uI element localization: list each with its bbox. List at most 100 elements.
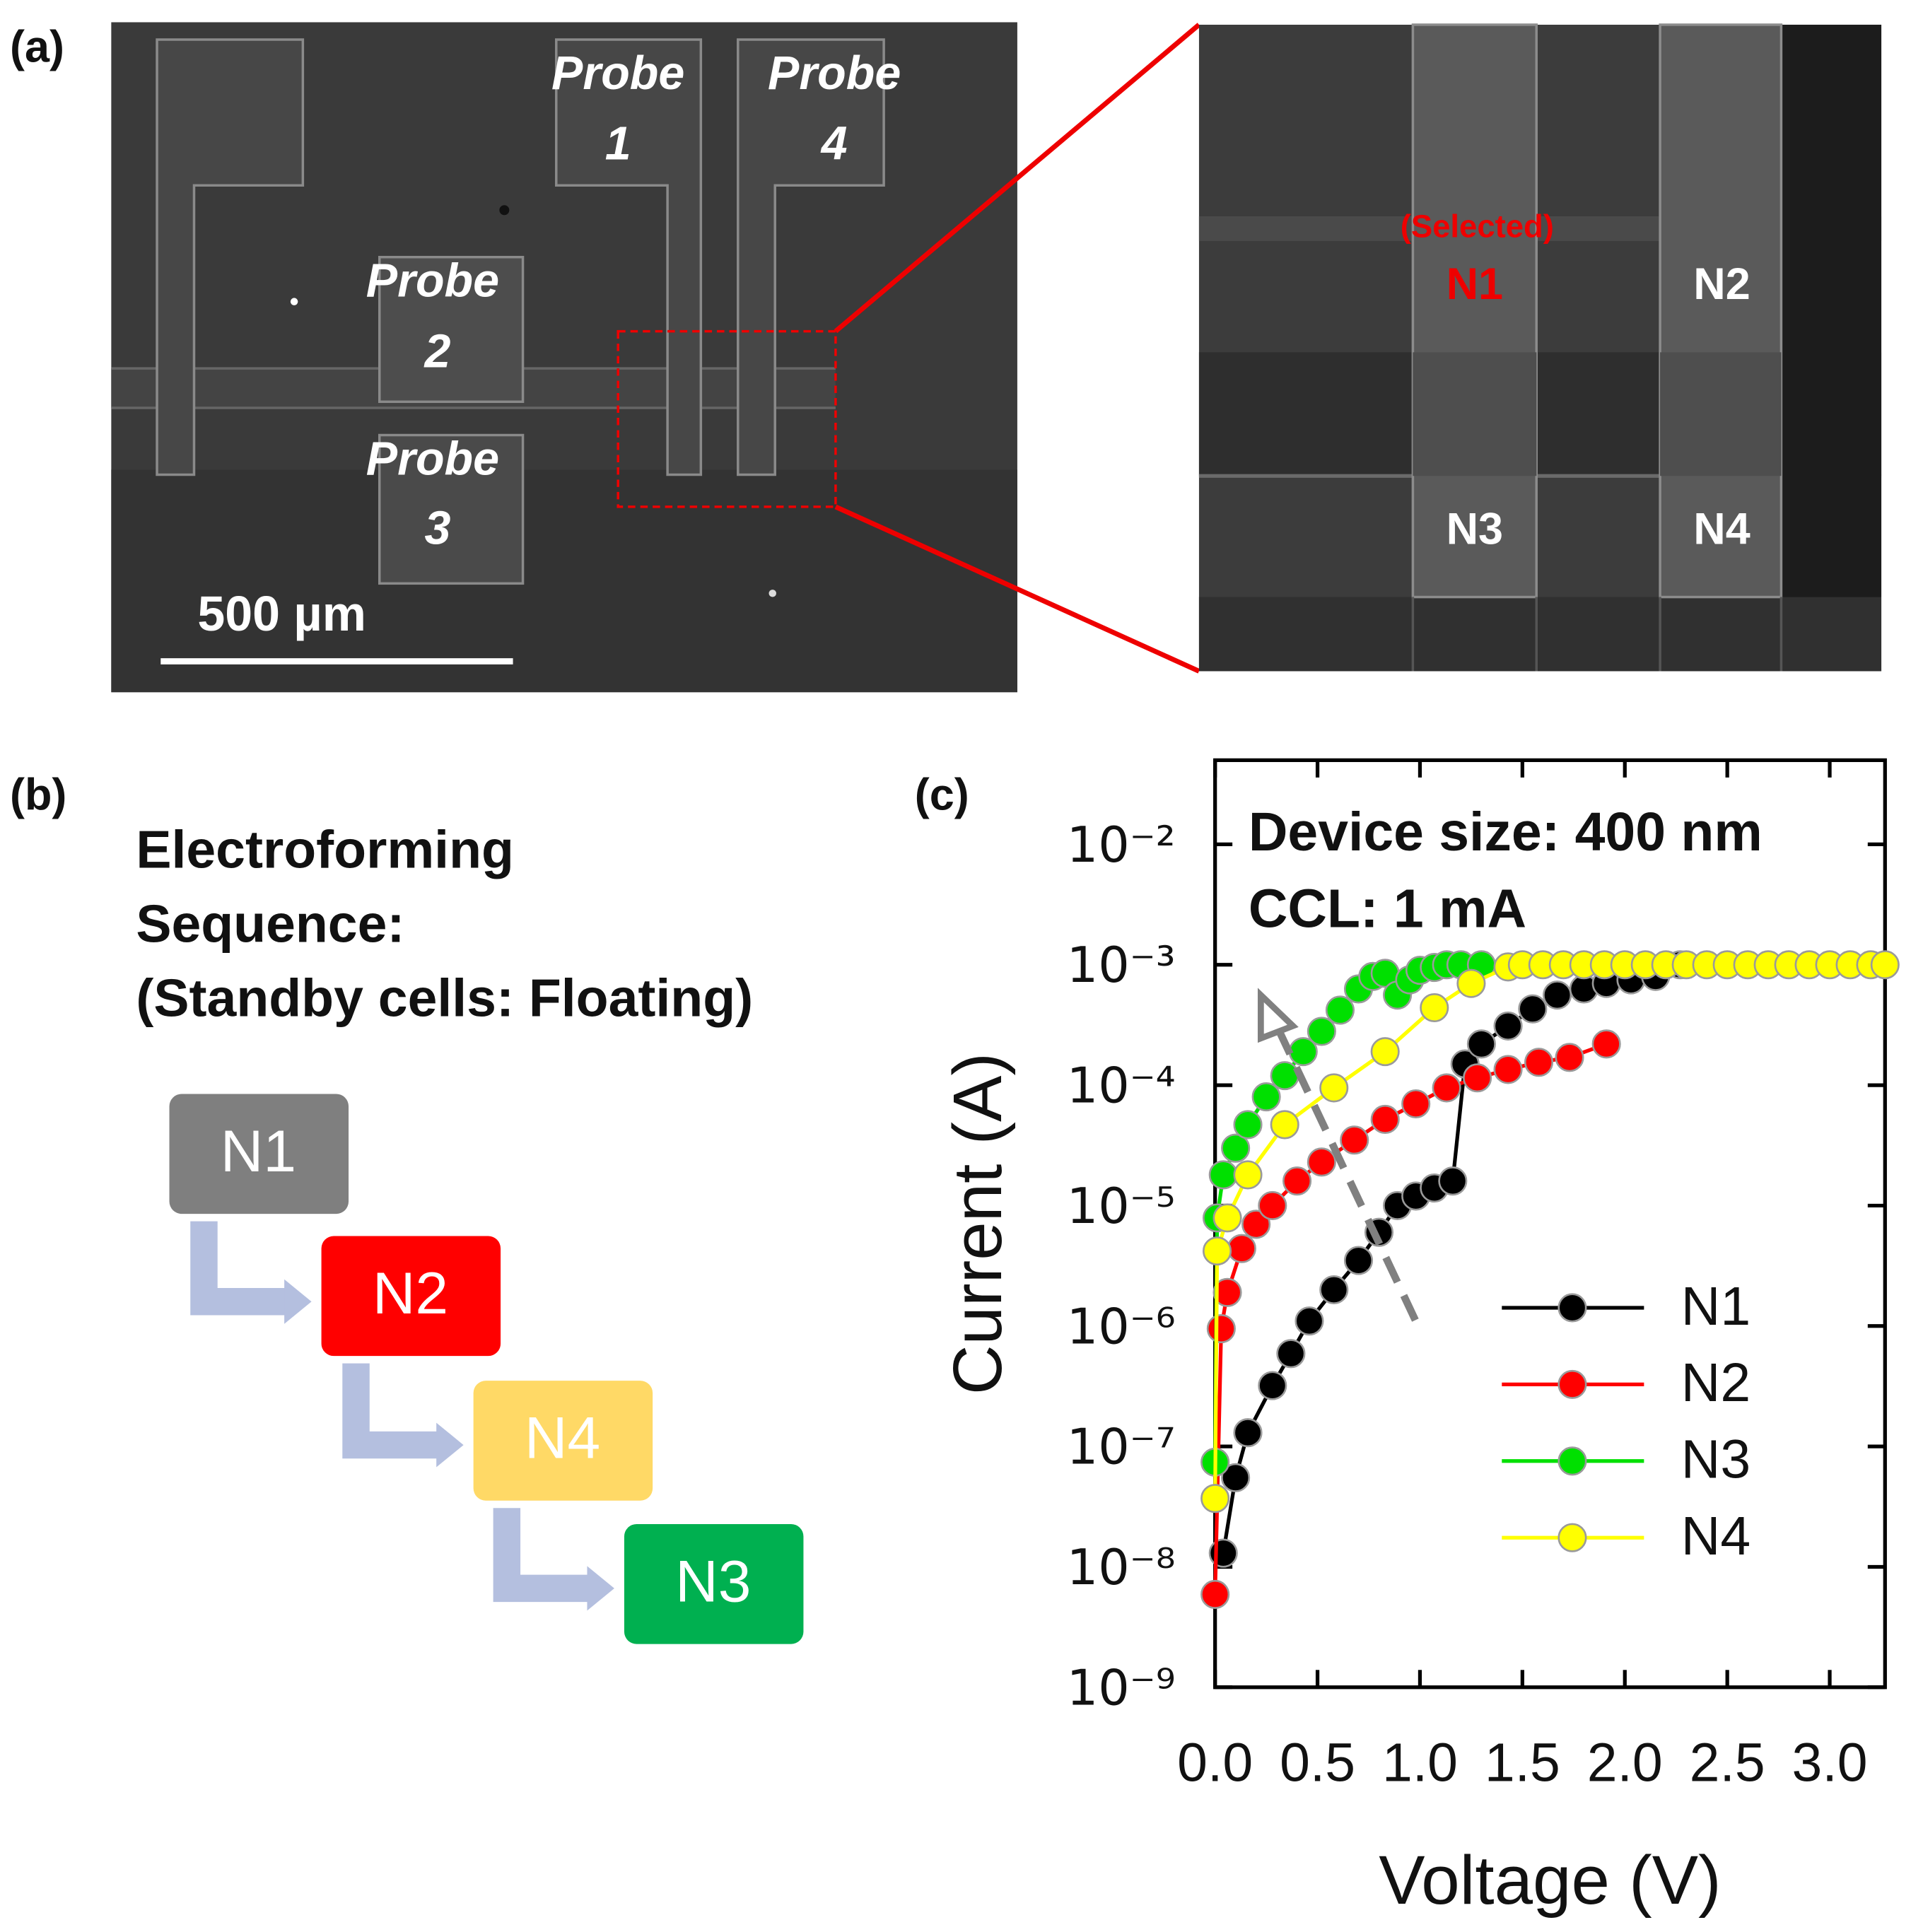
data-point (1524, 1048, 1554, 1077)
x-tick-label: 0.0 (1177, 1733, 1253, 1793)
cell-label: N1 (1447, 259, 1503, 309)
y-tick-label: 10⁻⁶ (1067, 1298, 1176, 1355)
data-point (1200, 1579, 1230, 1610)
probe-label: 3 (424, 502, 450, 554)
probe-label: Probe (366, 255, 499, 308)
y-tick-label: 10⁻³ (1067, 937, 1176, 994)
zoom-line (834, 504, 1200, 674)
y-tick-label: 10⁻⁴ (1067, 1058, 1176, 1115)
legend-marker (1558, 1369, 1587, 1399)
data-point (1340, 1125, 1369, 1155)
data-point (1401, 1089, 1431, 1119)
y-tick-label: 10⁻⁵ (1067, 1178, 1176, 1235)
sem-zoom (1198, 23, 1882, 672)
probe-label: 4 (820, 118, 848, 170)
legend-label: N2 (1681, 1352, 1751, 1413)
data-point (1227, 1234, 1256, 1263)
panel-label: (b) (10, 770, 66, 819)
sequence-box (473, 1381, 653, 1501)
probe-label: Probe (366, 433, 499, 485)
y-tick-label: 10⁻⁸ (1067, 1539, 1176, 1596)
data-point (1276, 1339, 1306, 1369)
data-point (1212, 1277, 1242, 1307)
data-point (1203, 1236, 1232, 1266)
arrow-heads (284, 1279, 614, 1611)
sequence-step: N4 (525, 1405, 600, 1471)
data-point (1270, 1110, 1299, 1140)
data-point (1241, 1210, 1271, 1239)
legend-marker (1558, 1293, 1587, 1323)
data-point (1282, 1166, 1312, 1196)
sequence-box (169, 1094, 349, 1214)
data-point (1307, 1147, 1336, 1177)
data-point (1493, 1055, 1523, 1084)
legend-label: N1 (1681, 1276, 1751, 1337)
sequence-step: N1 (221, 1118, 296, 1184)
probe-label: 1 (605, 118, 631, 170)
y-tick-label: 10⁻⁷ (1067, 1419, 1176, 1476)
x-tick-label: 2.0 (1587, 1733, 1663, 1793)
annotation: Device size: 400 nm (1249, 802, 1763, 862)
data-point (1555, 1043, 1584, 1072)
sequence-box (321, 1236, 501, 1357)
data-point (1438, 1166, 1468, 1196)
data-point (1233, 1418, 1263, 1448)
legend-label: N4 (1681, 1506, 1751, 1567)
data-point (1221, 1133, 1251, 1163)
data-point (1307, 1017, 1336, 1046)
probe-label: Probe (768, 47, 901, 100)
x-tick-label: 2.5 (1690, 1733, 1765, 1793)
legend-marker (1558, 1523, 1587, 1552)
data-point (1212, 1203, 1242, 1233)
data-point (1456, 968, 1486, 998)
y-axis-label: Current (A) (938, 1053, 1016, 1395)
x-tick-label: 1.0 (1382, 1733, 1458, 1793)
legend-marker (1558, 1446, 1587, 1476)
sequence-step: N3 (675, 1548, 751, 1615)
data-point (1233, 1110, 1263, 1140)
legend-label: N3 (1681, 1429, 1751, 1490)
data-point (1258, 1371, 1287, 1400)
data-point (1343, 1246, 1374, 1275)
sequence-step: N2 (373, 1260, 448, 1326)
cell-label: N2 (1693, 259, 1750, 309)
panel-label: (c) (915, 770, 969, 819)
data-point (1463, 1063, 1492, 1093)
scale-bar-label: 500 µm (197, 586, 366, 641)
sequence-title: (Standby cells: Floating) (136, 968, 753, 1027)
panel-label: (a) (10, 22, 64, 71)
data-point (1420, 993, 1449, 1023)
data-point (1370, 1037, 1400, 1067)
data-point (1270, 1061, 1299, 1091)
data-point (1251, 1082, 1281, 1112)
data-point (1870, 950, 1900, 980)
data-point (1208, 1538, 1238, 1568)
data-point (1518, 994, 1548, 1024)
data-point (1208, 1160, 1238, 1190)
x-tick-label: 1.5 (1485, 1733, 1560, 1793)
data-point (1432, 1073, 1461, 1103)
probe-label: 2 (423, 325, 450, 377)
data-point (1493, 1011, 1523, 1041)
sem-overview (111, 22, 1017, 693)
zoom-line (834, 23, 1201, 334)
x-axis-label: Voltage (V) (1379, 1841, 1721, 1919)
data-point (1543, 980, 1572, 1010)
probe-label: Probe (551, 47, 684, 100)
data-point (1233, 1160, 1263, 1190)
y-tick-label: 10⁻² (1067, 816, 1176, 874)
data-point (1221, 1463, 1251, 1492)
y-tick-label: 10⁻⁹ (1067, 1659, 1176, 1716)
data-point (1319, 1073, 1349, 1103)
sequence-arrows (190, 1221, 590, 1603)
sequence-title: Electroforming (136, 819, 514, 879)
cell-label: N4 (1693, 504, 1750, 554)
data-point (1206, 1314, 1236, 1344)
annotation: CCL: 1 mA (1249, 878, 1526, 939)
x-tick-label: 0.5 (1280, 1733, 1355, 1793)
data-point (1295, 1306, 1324, 1336)
data-point (1258, 1190, 1287, 1220)
data-point (1200, 1484, 1230, 1514)
x-tick-label: 3.0 (1792, 1733, 1868, 1793)
